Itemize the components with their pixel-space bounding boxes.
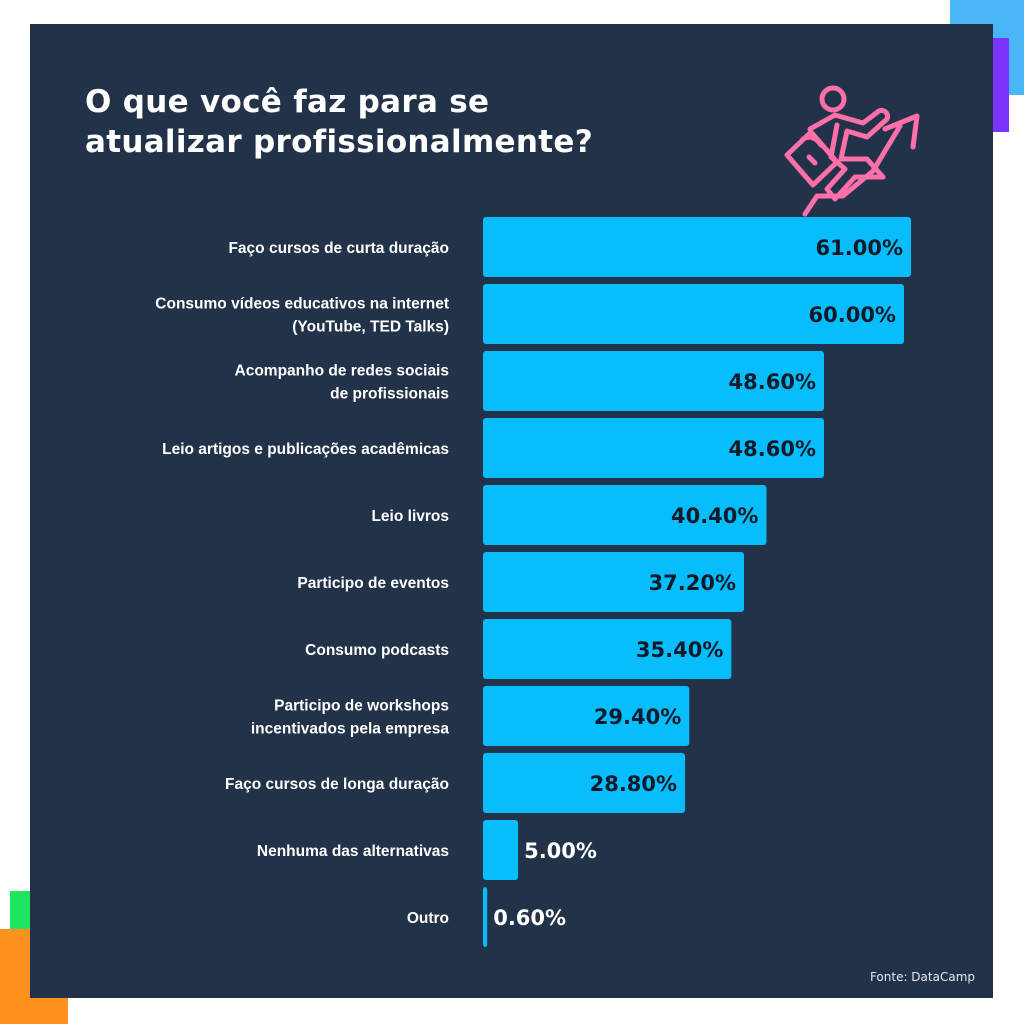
bar [483, 217, 911, 277]
category-label: incentivados pela empresa [251, 721, 450, 738]
value-label: 5.00% [524, 839, 597, 863]
decor-purple-bar [990, 38, 1009, 132]
category-label: Participo de workshops [274, 698, 449, 715]
category-label: de profissionais [330, 386, 449, 403]
value-label: 60.00% [809, 303, 896, 327]
bar [483, 619, 732, 679]
category-label: Outro [407, 910, 449, 927]
title-line-2: atualizar profissionalmente? [85, 124, 593, 160]
category-label: Acompanho de redes sociais [235, 363, 450, 380]
value-label: 35.40% [636, 638, 723, 662]
chart-title: O que você faz para se atualizar profiss… [85, 82, 593, 162]
bar [483, 284, 904, 344]
category-label: Leio livros [371, 508, 449, 525]
value-label: 0.60% [493, 906, 566, 930]
bar [483, 552, 745, 612]
value-label: 28.80% [590, 772, 677, 796]
value-label: 61.00% [816, 236, 903, 260]
value-label: 37.20% [649, 571, 736, 595]
bar [483, 686, 690, 746]
value-label: 48.60% [729, 437, 816, 461]
category-label: (YouTube, TED Talks) [292, 319, 449, 336]
bar [483, 418, 824, 478]
category-label: Consumo vídeos educativos na internet [155, 296, 449, 313]
category-label: Faço cursos de curta duração [228, 240, 449, 257]
category-label: Faço cursos de longa duração [225, 776, 449, 793]
bar [483, 887, 488, 947]
bar [483, 485, 767, 545]
source-note: Fonte: DataCamp [869, 970, 975, 984]
value-label: 40.40% [671, 504, 758, 528]
category-label: Nenhuma das alternativas [257, 843, 449, 860]
category-label: Participo de eventos [297, 575, 449, 592]
value-label: 29.40% [594, 705, 681, 729]
title-line-1: O que você faz para se [85, 84, 490, 120]
bar [483, 753, 686, 813]
value-label: 48.60% [729, 370, 816, 394]
category-label: Leio artigos e publicações acadêmicas [162, 441, 449, 458]
bar [483, 351, 824, 411]
bar [483, 820, 519, 880]
career-climb-icon [784, 85, 920, 217]
category-label: Consumo podcasts [305, 642, 449, 659]
